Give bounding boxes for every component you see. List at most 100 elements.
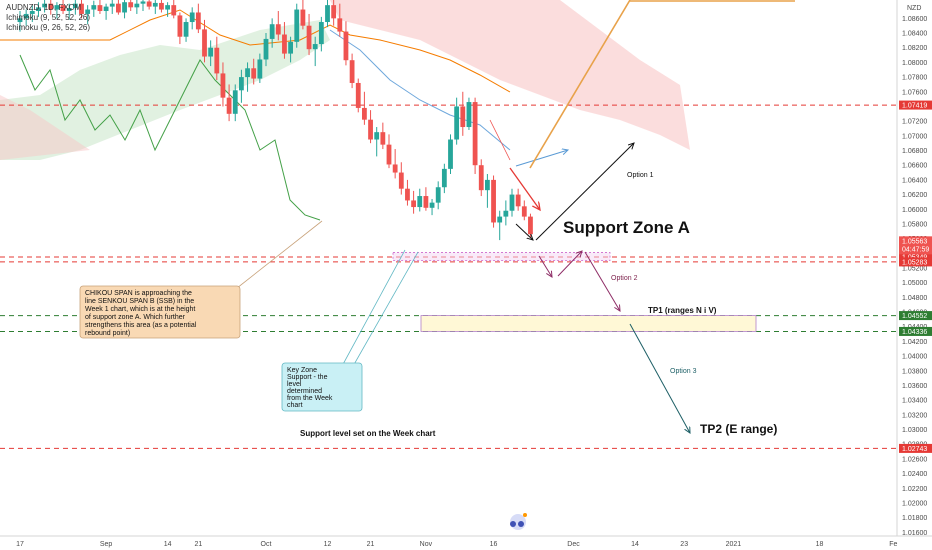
price-tick-label: 1.02200 [902, 486, 927, 493]
price-tick-label: 1.03000 [902, 427, 927, 434]
candle-body [48, 3, 54, 10]
candle-body [171, 5, 177, 16]
price-tick-label: 1.07200 [902, 119, 927, 126]
countdown-label: 04:47:59 [902, 246, 929, 253]
time-axis[interactable]: 17 Sep 14 21 Oct 12 21 Nov 16 Dec 14 23 2021 18 Fe [0, 535, 932, 548]
price-level-badge-label: 1.07419 [902, 103, 927, 110]
candle-body [275, 24, 281, 35]
candle-body [128, 2, 134, 8]
key-zone-note: Key Zone Support - the level determined … [281, 362, 363, 412]
indicator-legend-2: Ichimoku (9, 26, 52, 26) [6, 23, 90, 32]
candle-body [202, 29, 207, 57]
candle-body [355, 82, 361, 108]
candle-body [466, 102, 472, 128]
price-level-badge [899, 443, 932, 453]
candle-body [66, 8, 72, 12]
support-week-label: Support level set on the Week chart [300, 429, 436, 438]
time-tick-label: 14 [631, 541, 639, 548]
candle-body [448, 139, 453, 169]
time-tick-label: 12 [324, 541, 332, 548]
price-level-badge-label: 1.04336 [902, 329, 927, 336]
price-tick-label: 1.07800 [902, 75, 927, 82]
candle-body [60, 5, 66, 12]
time-tick-label: 18 [816, 541, 824, 548]
candle-body [362, 107, 367, 120]
price-tick-label: 1.03800 [902, 368, 927, 375]
tp1-label: TP1 (ranges N i V) [648, 306, 717, 315]
option-1-label: Option 1 [627, 172, 654, 179]
price-tick-label: 1.05000 [902, 280, 927, 287]
option-1-arrow [535, 143, 634, 241]
cloud-red-left [0, 95, 90, 160]
price-level-badge [899, 252, 932, 262]
candle-body [36, 7, 41, 12]
candle-body [423, 196, 429, 208]
option-2-up-arrow [557, 251, 582, 277]
price-tick-label: 1.03200 [902, 412, 927, 419]
key-zone-callout-line [351, 251, 419, 369]
cloud-green [0, 20, 330, 160]
tp2-label: TP2 (E range) [700, 422, 777, 436]
candle-body [54, 5, 60, 10]
price-tick-label: 1.06400 [902, 177, 927, 184]
candle-body [441, 168, 447, 188]
candle-body [109, 3, 115, 7]
candle-body [503, 210, 509, 217]
price-tick-label: 1.06800 [902, 148, 927, 155]
price-tick-label: 1.03600 [902, 383, 927, 390]
price-tick-label: 1.02000 [902, 500, 927, 507]
candle-body [294, 9, 300, 42]
candle-body [282, 34, 287, 54]
candle-body [515, 194, 521, 207]
candle-body [214, 47, 220, 74]
candle-body [159, 2, 164, 10]
chikou-note-line: CHIKOU SPAN is approaching the [85, 290, 192, 297]
key-zone-callout-line-2 [340, 249, 406, 369]
candle-body [349, 60, 355, 83]
candle-body [239, 77, 244, 91]
symbol-title: AUDNZD, 1D, FXCM [6, 3, 81, 12]
time-tick-label: Sep [100, 541, 113, 548]
price-tick-label: 1.06600 [902, 163, 927, 170]
option-arrow-blue [515, 150, 568, 167]
candle-body [42, 3, 47, 8]
candle-body [146, 1, 152, 7]
candle-body [460, 106, 466, 128]
key-zone-note-line: Key Zone [287, 367, 317, 374]
option-2-arrow [584, 251, 620, 311]
candle-body [312, 44, 318, 50]
ichimoku-cloud [0, 0, 690, 160]
cloud-red [330, 0, 690, 150]
candle-body [485, 179, 490, 191]
candle-body [491, 179, 496, 223]
candle-body [288, 41, 293, 54]
candle-body [331, 5, 337, 19]
candle-body [454, 106, 460, 140]
price-level-badge [899, 257, 932, 267]
time-tick-label: 16 [490, 541, 498, 548]
price-tick-label: 1.08000 [902, 60, 927, 67]
chikou-note-line: strengthens this area (as a potential [85, 322, 197, 329]
candle-body [232, 90, 238, 114]
key-zone-note-line: level [287, 381, 302, 388]
candle-body [97, 5, 103, 12]
option-arrow-down [515, 223, 533, 240]
candle-body [220, 73, 226, 98]
price-tick-label: 1.02400 [902, 471, 927, 478]
time-tick-label: Fe [889, 541, 897, 548]
key-zone-note-line: Support - the [287, 374, 328, 381]
chikou-callout-line [231, 220, 323, 293]
currency-label: NZD [907, 5, 921, 12]
candle-body [91, 5, 97, 10]
tenkan-line [329, 29, 511, 151]
chikou-note-line: line SENKOU SPAN B (SSB) in the [85, 298, 194, 305]
candle-body [23, 13, 29, 19]
support-zone-a-label: Support Zone A [563, 218, 690, 237]
chikou-note-line: rebound point) [85, 330, 130, 337]
price-axis[interactable]: 1.08600 1.08400 1.08200 1.08000 1.07800 1.076… [896, 0, 932, 537]
candle-body [17, 18, 23, 23]
candle-body [411, 200, 416, 208]
price-tick-label: 1.03400 [902, 398, 927, 405]
